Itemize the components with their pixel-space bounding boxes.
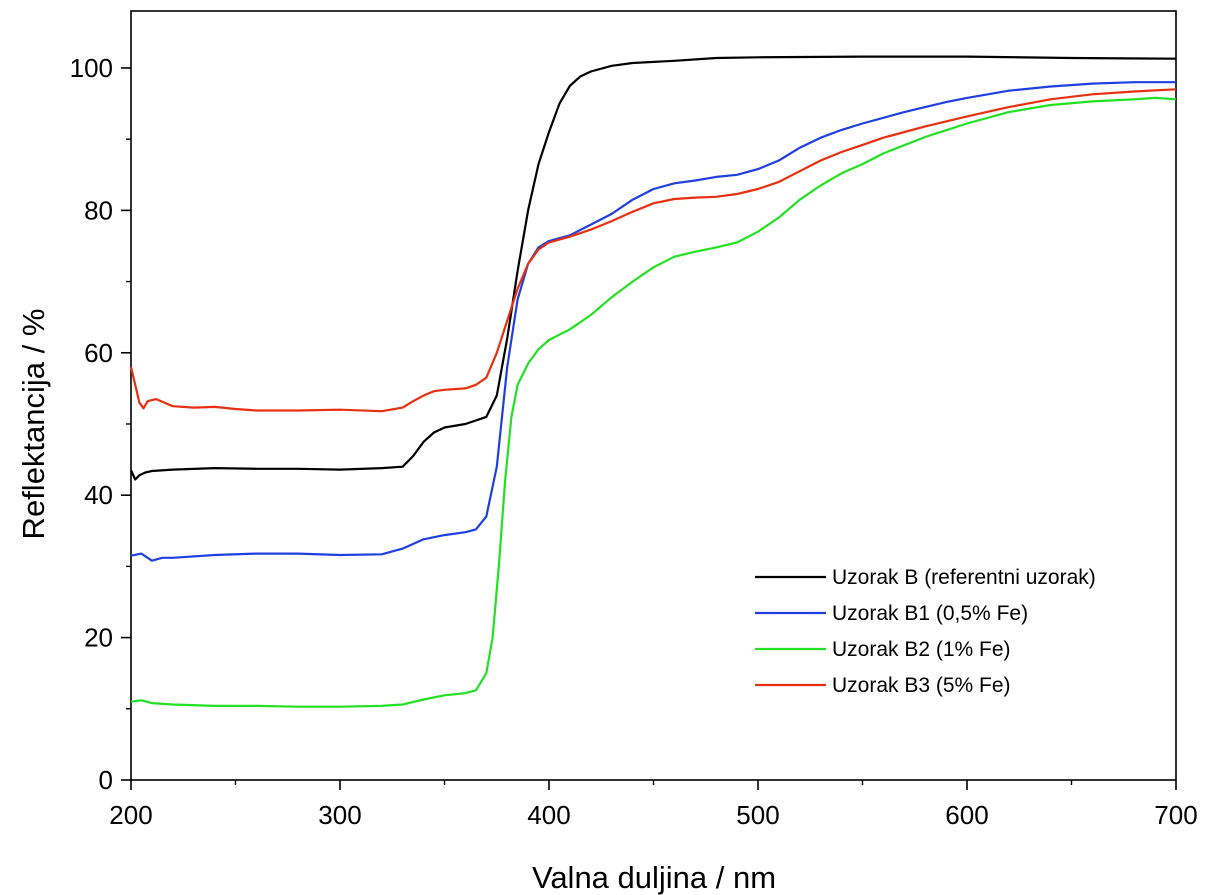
legend: Uzorak B (referentni uzorak) Uzorak B1 (0…: [755, 566, 1096, 697]
y-tick-label: 40: [84, 480, 113, 510]
series-line-2: [130, 96, 1177, 708]
plot-frame: [130, 10, 1177, 781]
x-tick-label: 700: [1154, 800, 1197, 830]
axis-tick-labels: 200 300 400 500 600 700 0 20 40 60 80 100: [70, 53, 1198, 830]
x-tick-label: 500: [736, 800, 779, 830]
legend-label-2: Uzorak B2 (1% Fe): [832, 638, 1011, 661]
series-line-1: [130, 81, 1176, 562]
y-tick-label: 80: [84, 195, 113, 225]
series-lines: [129, 55, 1177, 708]
x-tick-label: 200: [109, 800, 152, 830]
y-tick-label: 20: [84, 623, 113, 653]
legend-label-3: Uzorak B3 (5% Fe): [832, 674, 1011, 697]
y-tick-label: 100: [70, 53, 113, 83]
x-tick-label: 300: [318, 800, 361, 830]
y-axis-title: Reflektancija / %: [16, 309, 51, 540]
series-line-0: [129, 55, 1177, 481]
y-tick-label: 60: [84, 338, 113, 368]
legend-label-0: Uzorak B (referentni uzorak): [832, 566, 1096, 589]
x-tick-label: 400: [527, 800, 570, 830]
x-axis-title: Valna duljina / nm: [532, 860, 776, 895]
series-line-3: [129, 88, 1177, 413]
x-tick-label: 600: [945, 800, 988, 830]
y-tick-label: 0: [99, 765, 113, 795]
legend-label-1: Uzorak B1 (0,5% Fe): [832, 602, 1028, 625]
axis-ticks: [121, 67, 1177, 790]
